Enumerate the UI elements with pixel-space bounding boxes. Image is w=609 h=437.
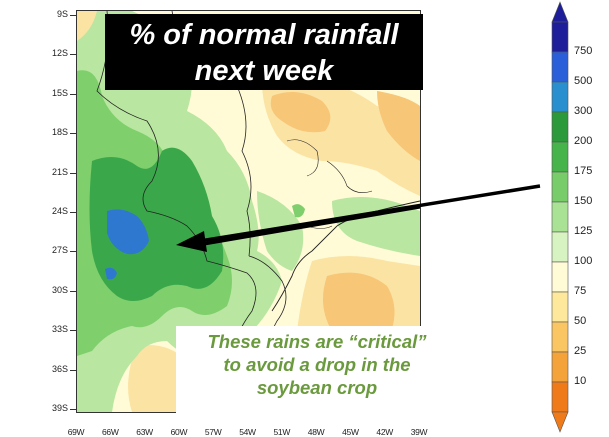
annotation-box: These rains are “critical” to avoid a dr… — [176, 326, 458, 420]
colorbar-max-arrow — [551, 1, 569, 23]
map-title: % of normal rainfall next week — [105, 14, 423, 90]
latitude-tick — [70, 251, 76, 253]
colorbar-level-label: 10 — [574, 375, 587, 387]
latitude-tick — [70, 369, 76, 371]
annotation-line-3: soybean crop — [256, 377, 378, 398]
colorbar-level-label: 25 — [574, 345, 587, 357]
longitude-label: 63W — [136, 427, 153, 437]
longitude-label: 57W — [204, 427, 222, 437]
latitude-tick — [70, 409, 76, 410]
colorbar-segment — [551, 231, 569, 263]
longitude-label: 45W — [342, 427, 359, 437]
latitude-label: 30S — [51, 284, 68, 295]
dry-zone-north — [270, 92, 331, 133]
longitude-label: 48W — [307, 427, 325, 437]
title-line-1: % of normal rainfall — [129, 19, 399, 51]
colorbar-segment — [551, 321, 569, 353]
annotation-line-1: These rains are “critical” — [207, 331, 427, 352]
heavy-rain-spot — [105, 267, 117, 280]
latitude-label: 39S — [51, 403, 68, 413]
latitude-label: 18S — [51, 127, 68, 138]
latitude-tick — [70, 93, 76, 95]
colorbar-level-label: 175 — [574, 165, 593, 177]
state-border — [286, 139, 319, 177]
colorbar-level-label: 200 — [574, 135, 593, 147]
latitude-tick — [70, 54, 76, 56]
latitude-tick — [70, 133, 76, 135]
latitude-tick — [70, 330, 76, 332]
longitude-label: 39W — [410, 427, 428, 437]
latitude-label: 36S — [51, 363, 68, 374]
latitude-label: 27S — [51, 245, 68, 256]
latitude-tick — [70, 15, 76, 16]
title-line-2: next week — [194, 55, 334, 87]
colorbar-level-label: 125 — [574, 225, 593, 237]
annotation-line-2: to avoid a drop in the — [223, 354, 411, 375]
country-border-west — [96, 11, 257, 362]
colorbar-level-label: 100 — [574, 255, 593, 267]
colorbar-segment — [551, 81, 569, 113]
colorbar-level-label: 500 — [574, 75, 593, 87]
longitude-label: 69W — [67, 427, 85, 437]
colorbar-level-label: 75 — [574, 285, 587, 297]
colorbar-segment — [551, 291, 569, 323]
latitude-tick — [70, 290, 76, 292]
latitude-tick — [70, 172, 76, 174]
latitude-label: 24S — [51, 206, 68, 216]
colorbar-min-arrow — [551, 411, 569, 433]
colorbar-level-label: 300 — [574, 105, 593, 117]
longitude-label: 42W — [376, 427, 393, 437]
colorbar — [551, 1, 569, 433]
very-wet-zone — [89, 147, 224, 301]
below-normal-zone-south — [128, 345, 191, 412]
colorbar-segment — [551, 201, 569, 233]
colorbar-level-label: 50 — [574, 315, 587, 327]
longitude-label: 51W — [273, 427, 291, 437]
colorbar-segment — [551, 381, 569, 413]
longitude-label: 66W — [102, 427, 119, 437]
latitude-label: 15S — [51, 87, 68, 98]
colorbar-segment — [551, 351, 569, 383]
colorbar-segment — [551, 111, 569, 143]
colorbar-segment — [551, 51, 569, 83]
latitude-tick — [70, 212, 76, 213]
dry-zone-northeast — [377, 91, 420, 161]
colorbar-level-label: 150 — [574, 195, 593, 207]
latitude-label: 12S — [51, 48, 68, 59]
colorbar-segment — [551, 171, 569, 203]
latitude-label: 9S — [56, 9, 68, 19]
longitude-label: 54W — [239, 427, 256, 437]
colorbar-segment — [551, 21, 569, 53]
colorbar-segment — [551, 261, 569, 293]
heavy-rain-zone — [107, 209, 149, 255]
latitude-label: 21S — [51, 166, 68, 177]
colorbar-level-label: 750 — [574, 45, 593, 57]
colorbar-segment — [551, 141, 569, 173]
latitude-label: 33S — [51, 324, 68, 335]
longitude-label: 60W — [170, 427, 188, 437]
